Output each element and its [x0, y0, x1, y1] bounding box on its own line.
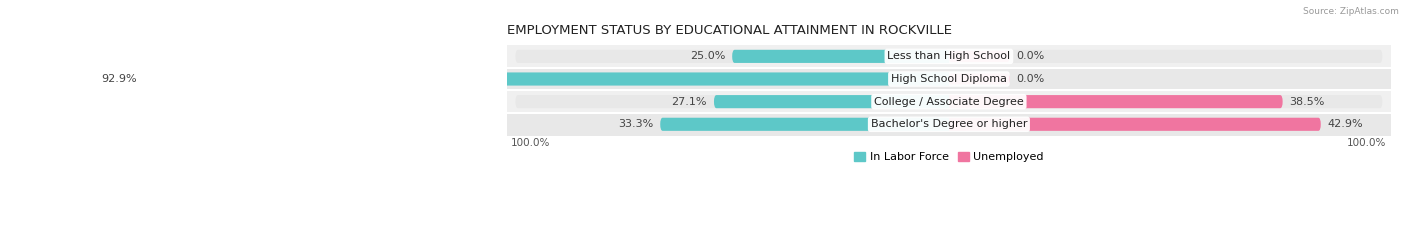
Text: 0.0%: 0.0%	[1017, 74, 1045, 84]
Bar	[506, 45, 1391, 68]
Text: 25.0%: 25.0%	[690, 51, 725, 61]
Bar	[506, 90, 1391, 113]
Bar	[932, 50, 966, 63]
Text: 27.1%: 27.1%	[672, 97, 707, 107]
FancyBboxPatch shape	[143, 72, 949, 86]
Bar	[932, 72, 966, 86]
FancyBboxPatch shape	[949, 73, 1010, 85]
Text: 0.0%: 0.0%	[1017, 51, 1045, 61]
FancyBboxPatch shape	[949, 51, 1010, 62]
Text: 100.0%: 100.0%	[1347, 138, 1386, 148]
FancyBboxPatch shape	[516, 72, 949, 86]
FancyBboxPatch shape	[949, 50, 1382, 63]
FancyBboxPatch shape	[949, 118, 1320, 131]
Bar	[932, 50, 949, 63]
FancyBboxPatch shape	[714, 95, 949, 108]
FancyBboxPatch shape	[949, 118, 1382, 131]
Text: 38.5%: 38.5%	[1289, 97, 1324, 107]
FancyBboxPatch shape	[949, 95, 1282, 108]
Bar	[932, 118, 949, 131]
FancyBboxPatch shape	[516, 118, 949, 131]
Bar	[506, 68, 1391, 90]
Bar	[932, 118, 966, 131]
Bar	[932, 95, 949, 108]
Text: 100.0%: 100.0%	[512, 138, 551, 148]
Bar	[932, 95, 966, 108]
Text: Less than High School: Less than High School	[887, 51, 1011, 61]
FancyBboxPatch shape	[733, 50, 949, 63]
FancyBboxPatch shape	[949, 95, 1382, 108]
Text: Source: ZipAtlas.com: Source: ZipAtlas.com	[1303, 7, 1399, 16]
Bar	[506, 113, 1391, 136]
Text: College / Associate Degree: College / Associate Degree	[875, 97, 1024, 107]
Text: Bachelor's Degree or higher: Bachelor's Degree or higher	[870, 119, 1028, 129]
FancyBboxPatch shape	[661, 118, 949, 131]
Text: 92.9%: 92.9%	[101, 74, 136, 84]
Bar	[949, 118, 966, 131]
FancyBboxPatch shape	[516, 95, 949, 108]
Legend: In Labor Force, Unemployed: In Labor Force, Unemployed	[849, 147, 1047, 166]
Text: High School Diploma: High School Diploma	[891, 74, 1007, 84]
Text: 42.9%: 42.9%	[1327, 119, 1364, 129]
FancyBboxPatch shape	[516, 50, 949, 63]
Text: EMPLOYMENT STATUS BY EDUCATIONAL ATTAINMENT IN ROCKVILLE: EMPLOYMENT STATUS BY EDUCATIONAL ATTAINM…	[506, 24, 952, 37]
FancyBboxPatch shape	[949, 72, 1382, 86]
Bar	[932, 72, 949, 86]
Bar	[949, 95, 966, 108]
Text: 33.3%: 33.3%	[619, 119, 654, 129]
